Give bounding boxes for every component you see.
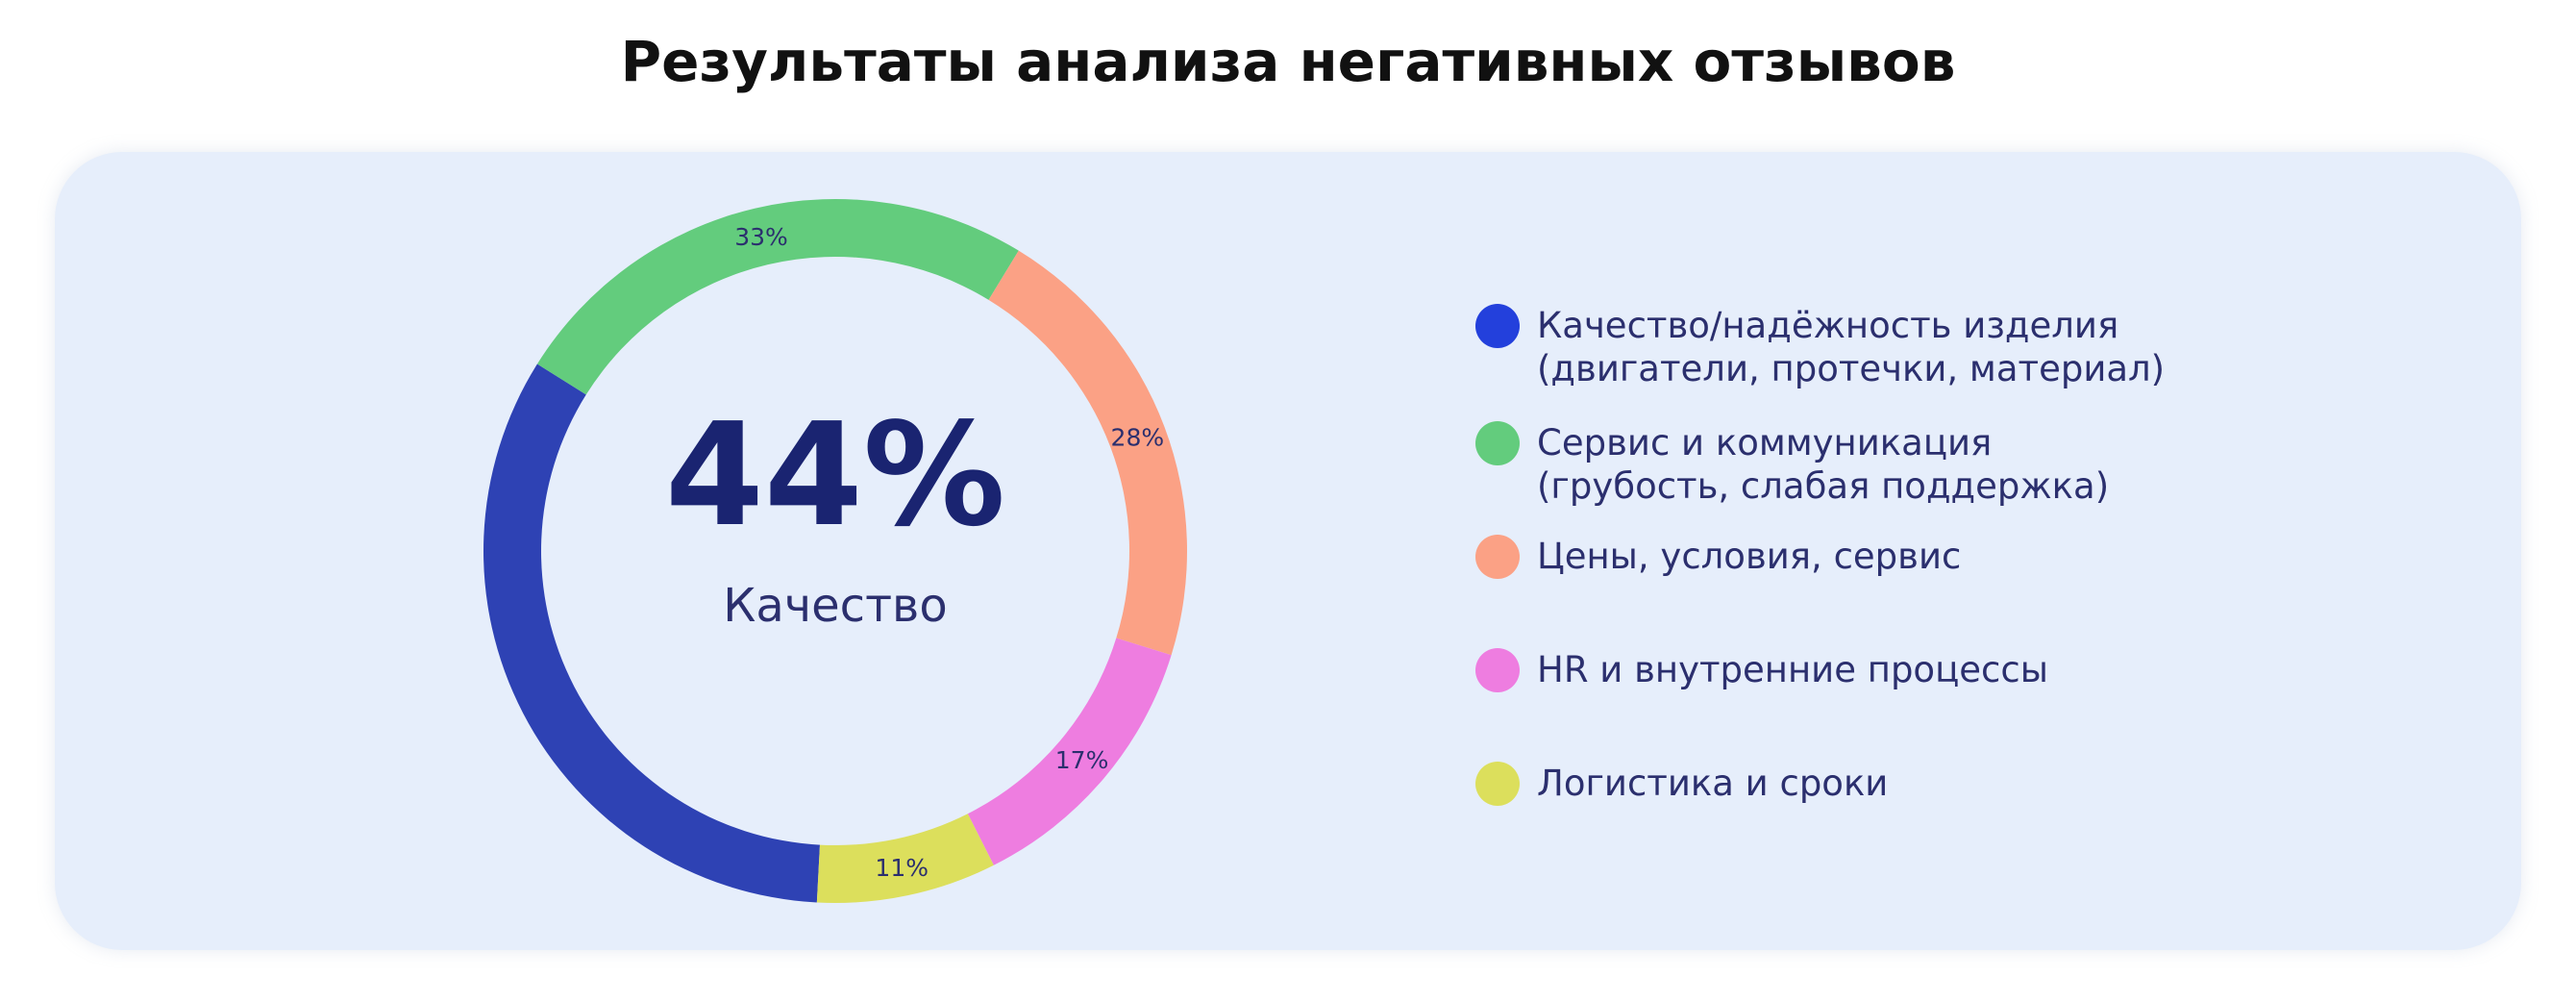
donut-slice-4 — [967, 638, 1172, 865]
donut-slice-labels: 33% 28% 17% 11% — [734, 223, 1164, 882]
chart-title: Результаты анализа негативных отзывов — [620, 29, 1956, 94]
donut-slice-3 — [988, 250, 1187, 656]
slice-data-label-4: 17% — [1055, 746, 1109, 774]
chart-card: 33% 28% 17% 11% 44% Качество Качество/надёж… — [55, 152, 2521, 950]
legend-label: Качество/надёжность изделия (двигатели, … — [1537, 305, 2166, 389]
slice-data-label-5: 11% — [875, 854, 929, 882]
donut-slices — [483, 198, 1187, 903]
legend-label: HR и внутренние процессы — [1537, 649, 2048, 690]
legend-marker — [1475, 535, 1520, 579]
donut-chart: 33% 28% 17% 11% 44% Качество — [483, 198, 1187, 903]
donut-slice-1 — [483, 363, 820, 903]
donut-slice-5 — [816, 814, 994, 903]
legend-marker — [1475, 304, 1520, 348]
legend-label: Логистика и сроки — [1537, 763, 1889, 804]
legend-marker — [1475, 421, 1520, 465]
slice-data-label-2: 33% — [734, 223, 788, 251]
legend-marker — [1475, 762, 1520, 806]
legend-label: Сервис и коммуникация (грубость, слабая … — [1537, 422, 2110, 507]
donut-slice-2 — [536, 198, 1019, 395]
legend-marker — [1475, 648, 1520, 692]
center-value: 44% — [665, 392, 1005, 558]
legend-label: Цены, условия, сервис — [1537, 536, 1962, 577]
slice-data-label-3: 28% — [1111, 423, 1165, 451]
center-label: Качество — [723, 579, 947, 633]
